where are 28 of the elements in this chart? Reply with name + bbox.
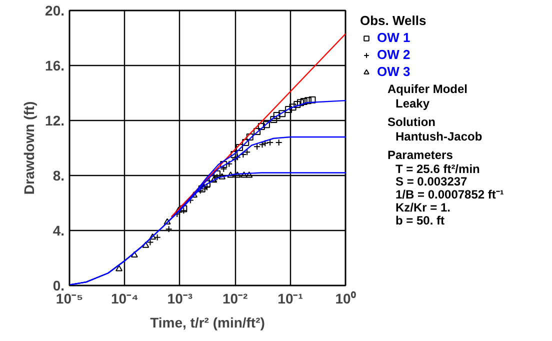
y-axis-title: Drawdown (ft) [21, 101, 38, 195]
text: b = 50. ft [396, 213, 445, 228]
text: 1/B = 0.0007852 ft⁻¹ [396, 188, 504, 202]
legend-title: Obs. Wells [360, 13, 426, 28]
y-tick-label: 0. [52, 278, 65, 294]
legend-label: OW 3 [377, 64, 410, 79]
y-tick-label: 8. [52, 168, 65, 184]
text: Hantush-Jacob [396, 130, 482, 144]
x-tick-label: 10⁻⁴ [110, 290, 139, 306]
y-tick-label: 16. [45, 58, 65, 74]
text: T = 25.6 ft²/min [396, 162, 480, 176]
y-tick-label: 4. [52, 222, 65, 238]
x-tick-label: 10⁻¹ [278, 290, 304, 306]
x-tick-label: 10⁻² [222, 290, 248, 306]
y-tick-label: 12. [45, 112, 65, 128]
text: Solution [388, 115, 436, 130]
x-tick-label: 10⁻⁵ [56, 290, 84, 306]
x-tick-label: 10⁰ [335, 290, 356, 306]
x-axis-title: Time, t/r² (min/ft²) [150, 314, 265, 330]
x-tick-label: 10⁻³ [167, 290, 193, 306]
text: Parameters [388, 148, 454, 162]
legend-label: OW 1 [377, 30, 410, 45]
text: Leaky [396, 96, 430, 110]
y-tick-label: 20. [45, 2, 65, 18]
legend-label: OW 2 [377, 47, 410, 62]
text: Kz/Kr = 1. [396, 200, 451, 215]
text: Aquifer Model [388, 82, 468, 96]
text: S = 0.003237 [396, 174, 468, 189]
